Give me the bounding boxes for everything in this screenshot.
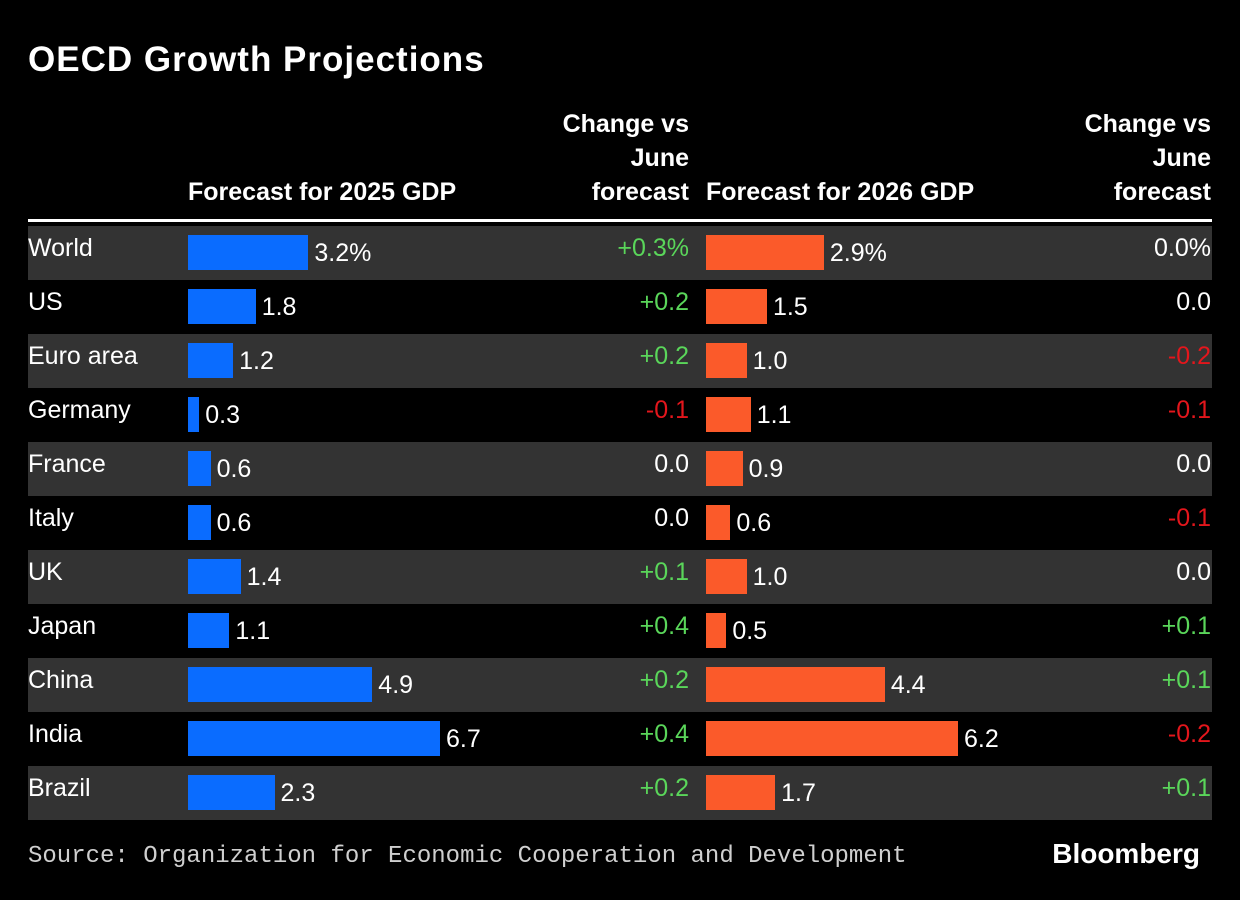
bar	[188, 289, 256, 324]
change-value: +0.1	[639, 558, 689, 586]
bar-label: 0.5	[732, 617, 768, 645]
source: Source: Organization for Economic Cooper…	[28, 843, 907, 870]
column-header: Forecast for 2025 GDP	[188, 178, 457, 206]
change-value: 0.0	[654, 450, 689, 478]
bar	[188, 343, 234, 378]
change-value: +0.3%	[617, 234, 689, 262]
bar-label: 0.6	[216, 509, 252, 537]
row-label: Brazil	[28, 774, 91, 802]
change-value: 0.0	[1176, 288, 1211, 316]
bar	[706, 343, 747, 378]
bar	[188, 613, 230, 648]
row-label: China	[28, 666, 94, 694]
bar	[706, 667, 885, 702]
bar	[188, 505, 211, 540]
change-value: -0.1	[645, 396, 689, 424]
change-value: 0.0	[654, 504, 689, 532]
bar-label: 4.4	[890, 671, 926, 699]
bar	[188, 559, 241, 594]
change-value: +0.1	[1161, 612, 1211, 640]
change-value: 0.0	[1176, 450, 1211, 478]
bar-label: 2.9%	[829, 239, 887, 267]
bar-label: 1.4	[246, 563, 282, 591]
change-value: +0.4	[639, 720, 689, 748]
bar-label: 2.3	[280, 779, 316, 807]
change-value: -0.2	[1167, 342, 1211, 370]
row-band	[28, 442, 1212, 496]
bar-label: 6.2	[964, 725, 999, 753]
bar	[706, 397, 751, 432]
bar	[706, 451, 743, 486]
bar	[706, 505, 731, 540]
bar-label: 0.6	[216, 455, 252, 483]
bar-label: 0.3	[205, 401, 241, 429]
row-label: US	[28, 288, 63, 316]
bar	[706, 289, 767, 324]
change-value: +0.2	[639, 288, 689, 316]
row-label: Euro area	[28, 342, 138, 370]
column-header: Forecast for 2026 GDP	[706, 178, 975, 206]
chart-title: OECD Growth Projections	[28, 40, 485, 79]
change-value: 0.0	[1176, 558, 1211, 586]
bar	[706, 775, 776, 810]
column-header: Change vs June forecast	[1084, 110, 1211, 206]
bar-label: 1.7	[781, 779, 816, 807]
change-value: +0.4	[639, 612, 689, 640]
bar-label: 6.7	[446, 725, 481, 753]
bar	[188, 775, 275, 810]
bar-label: 1.1	[235, 617, 271, 645]
bar-label: 4.9	[378, 671, 414, 699]
bar	[706, 559, 747, 594]
bar	[706, 613, 727, 648]
bar-label: 1.8	[261, 293, 297, 321]
bar	[188, 721, 440, 756]
change-value: -0.2	[1167, 720, 1211, 748]
row-label: UK	[28, 558, 63, 586]
bar-label: 1.1	[756, 401, 792, 429]
row-label: India	[28, 720, 83, 748]
column-header: Change vs June forecast	[562, 110, 689, 206]
change-value: +0.2	[639, 774, 689, 802]
bar-label: 0.9	[748, 455, 784, 483]
change-value: +0.1	[1161, 774, 1211, 802]
row-label: Germany	[28, 396, 131, 424]
bar	[706, 235, 824, 270]
bar	[188, 667, 373, 702]
bar-label: 1.0	[752, 563, 788, 591]
change-value: +0.2	[639, 666, 689, 694]
row-label: Japan	[28, 612, 97, 640]
bar-label: 1.5	[772, 293, 808, 321]
row-label: Italy	[28, 504, 74, 532]
bar-label: 1.2	[239, 347, 274, 375]
bar	[706, 721, 958, 756]
bar	[188, 235, 309, 270]
change-value: 0.0%	[1154, 234, 1211, 262]
bar-label: 0.6	[736, 509, 772, 537]
row-label: France	[28, 450, 106, 478]
brand: Bloomberg	[1052, 838, 1200, 869]
change-value: -0.1	[1167, 504, 1211, 532]
row-label: World	[28, 234, 93, 262]
bar-label: 3.2%	[314, 239, 372, 267]
change-value: -0.1	[1167, 396, 1211, 424]
bar	[188, 451, 211, 486]
change-value: +0.1	[1161, 666, 1211, 694]
bar	[188, 397, 200, 432]
change-value: +0.2	[639, 342, 689, 370]
header-rule	[28, 219, 1212, 222]
bar-label: 1.0	[752, 347, 788, 375]
